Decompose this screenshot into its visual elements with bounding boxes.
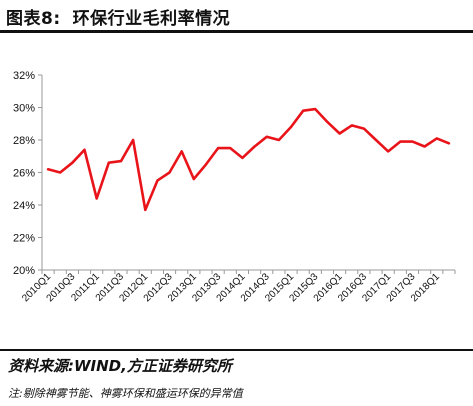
data-point: [411, 141, 414, 143]
data-point: [302, 110, 304, 112]
data-point: [120, 160, 122, 162]
data-point: [241, 157, 244, 159]
series-line: [46, 107, 451, 212]
data-point: [351, 124, 353, 126]
data-point: [193, 178, 195, 180]
x-axis: 2010Q12010Q32011Q12011Q32012Q12012Q32013…: [20, 269, 456, 304]
data-point: [229, 147, 231, 149]
data-point: [266, 136, 268, 138]
figure-title-text: 环保行业毛利率情况: [72, 9, 231, 29]
data-point: [181, 150, 183, 152]
data-point: [339, 132, 341, 135]
figure-title: 图表8: 环保行业毛利率情况: [6, 4, 230, 29]
data-point: [144, 209, 146, 211]
data-point: [168, 171, 171, 174]
data-point: [387, 150, 389, 152]
data-point: [278, 139, 280, 141]
y-tick-label: 32%: [13, 70, 35, 82]
line-chart: 20% 22% 24% 26% 28% 30% 32% 2010Q12010Q32011Q1…: [13, 70, 456, 304]
data-point: [217, 147, 219, 149]
data-point: [108, 162, 110, 164]
footer-divider: [0, 349, 473, 351]
title-divider: [0, 30, 473, 33]
y-tick-label: 30%: [13, 103, 35, 115]
source-text: 资料来源:WIND,方正证券研究所: [8, 357, 232, 375]
y-tick-label: 22%: [13, 233, 35, 245]
y-axis: 20% 22% 24% 26% 28% 30% 32%: [13, 70, 43, 277]
data-point: [326, 121, 329, 123]
data-point: [424, 145, 426, 148]
data-point: [205, 163, 207, 165]
data-point: [436, 137, 438, 139]
data-line-group: [46, 107, 451, 212]
data-point: [399, 141, 401, 143]
y-tick-label: 28%: [13, 135, 35, 147]
data-point: [59, 171, 61, 174]
y-tick-label: 20%: [13, 265, 35, 277]
data-point: [290, 126, 292, 128]
data-point: [253, 145, 256, 148]
data-point: [96, 197, 98, 200]
data-point: [47, 168, 49, 170]
data-point: [314, 108, 316, 110]
figure-label: 图表8:: [6, 9, 61, 29]
data-point: [83, 149, 86, 151]
data-point: [156, 180, 158, 182]
data-point: [448, 142, 450, 144]
y-tick-label: 24%: [13, 200, 35, 212]
data-point: [132, 139, 134, 141]
y-tick-label: 26%: [13, 168, 35, 180]
footnote-text: 注:剔除神雾节能、神雾环保和盛运环保的异常值: [8, 387, 243, 400]
data-point: [71, 162, 73, 164]
data-point: [375, 139, 377, 141]
data-point: [363, 128, 365, 130]
